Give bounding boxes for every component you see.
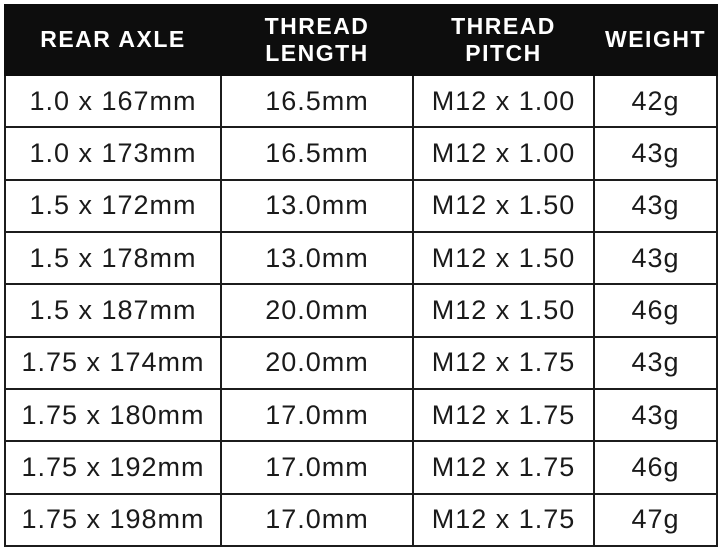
table-body: 1.0 x 167mm 16.5mm M12 x 1.00 42g 1.0 x 173m… [4, 73, 718, 548]
table-cell: M12 x 1.75 [412, 440, 595, 495]
axle-spec-table: REAR AXLE THREAD LENGTH THREAD PITCH WEI… [4, 4, 718, 548]
table-cell: 17.0mm [220, 440, 414, 495]
table-cell: 1.0 x 173mm [4, 126, 222, 181]
table-cell: 1.5 x 178mm [4, 230, 222, 286]
table-cell: M12 x 1.75 [412, 335, 595, 390]
table-cell: 43g [593, 387, 718, 443]
table-row: 1.75 x 192mm 17.0mm M12 x 1.75 46g [4, 440, 718, 495]
table-cell: 20.0mm [220, 335, 414, 390]
table-cell: 13.0mm [220, 230, 414, 286]
table-row: 1.5 x 172mm 13.0mm M12 x 1.50 43g [4, 178, 718, 233]
table-cell: 42g [593, 73, 718, 129]
table-cell: 20.0mm [220, 283, 414, 338]
column-header-rear-axle: REAR AXLE [4, 4, 222, 76]
table-cell: M12 x 1.75 [412, 387, 595, 443]
table-cell: 1.5 x 187mm [4, 283, 222, 338]
table-cell: 1.75 x 192mm [4, 440, 222, 495]
table-cell: 46g [593, 283, 718, 338]
table-row: 1.5 x 178mm 13.0mm M12 x 1.50 43g [4, 230, 718, 286]
table-cell: M12 x 1.50 [412, 178, 595, 233]
table-row: 1.75 x 174mm 20.0mm M12 x 1.75 43g [4, 335, 718, 390]
table-row: 1.75 x 198mm 17.0mm M12 x 1.75 47g [4, 492, 718, 548]
table-cell: 43g [593, 335, 718, 390]
table-cell: 1.0 x 167mm [4, 73, 222, 129]
column-header-weight: WEIGHT [593, 4, 718, 76]
table-cell: 16.5mm [220, 126, 414, 181]
table-row: 1.0 x 173mm 16.5mm M12 x 1.00 43g [4, 126, 718, 181]
table-cell: M12 x 1.75 [412, 492, 595, 548]
table-row: 1.0 x 167mm 16.5mm M12 x 1.00 42g [4, 73, 718, 129]
table-cell: 43g [593, 230, 718, 286]
table-cell: 1.75 x 174mm [4, 335, 222, 390]
table-cell: 1.5 x 172mm [4, 178, 222, 233]
table-cell: 47g [593, 492, 718, 548]
table-cell: 46g [593, 440, 718, 495]
table-cell: 43g [593, 178, 718, 233]
table-cell: M12 x 1.00 [412, 73, 595, 129]
table-cell: 17.0mm [220, 387, 414, 443]
table-header: REAR AXLE THREAD LENGTH THREAD PITCH WEI… [4, 4, 718, 76]
table-row: 1.75 x 180mm 17.0mm M12 x 1.75 43g [4, 387, 718, 443]
table-cell: 13.0mm [220, 178, 414, 233]
table-cell: M12 x 1.00 [412, 126, 595, 181]
table-cell: M12 x 1.50 [412, 283, 595, 338]
table-cell: 1.75 x 180mm [4, 387, 222, 443]
table-cell: 17.0mm [220, 492, 414, 548]
column-header-thread-pitch: THREAD PITCH [412, 4, 595, 76]
table-row: 1.5 x 187mm 20.0mm M12 x 1.50 46g [4, 283, 718, 338]
table-cell: 1.75 x 198mm [4, 492, 222, 548]
table-cell: 43g [593, 126, 718, 181]
column-header-thread-length: THREAD LENGTH [220, 4, 414, 76]
table-cell: 16.5mm [220, 73, 414, 129]
table-cell: M12 x 1.50 [412, 230, 595, 286]
header-row: REAR AXLE THREAD LENGTH THREAD PITCH WEI… [4, 4, 718, 76]
